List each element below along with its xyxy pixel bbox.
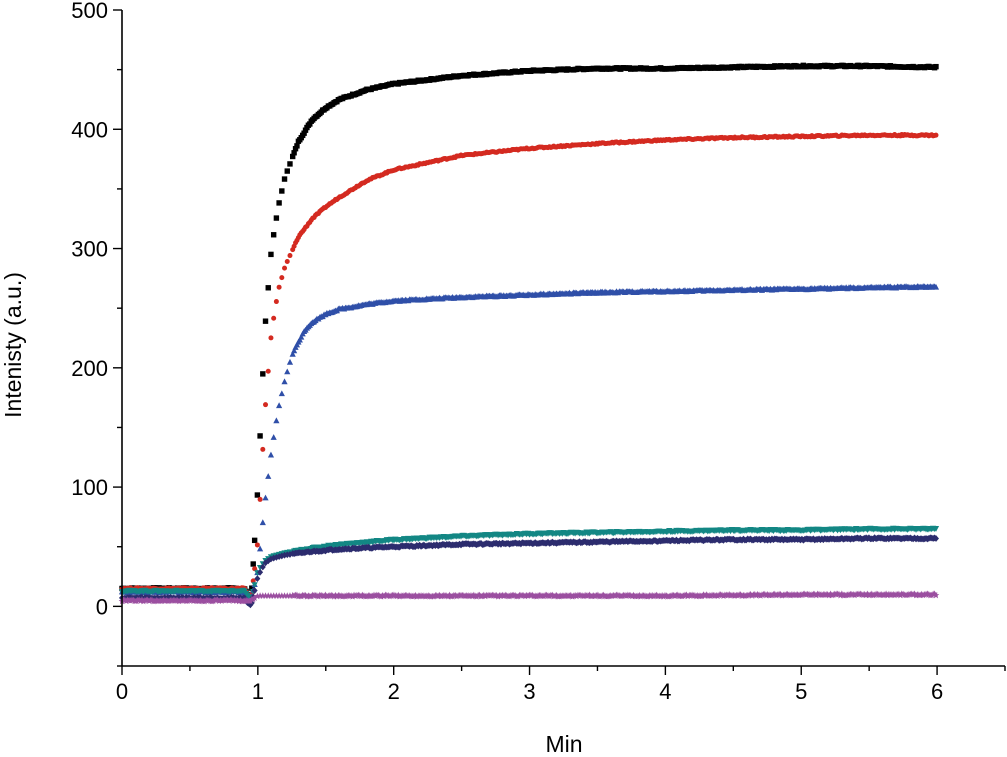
data-point [279,188,285,194]
data-point [270,434,277,440]
data-point [265,473,272,479]
data-point [268,251,274,258]
x-tick-label: 2 [388,679,400,704]
data-point [286,358,294,365]
data-point [260,446,266,452]
data-point [932,591,940,599]
data-point [259,563,266,571]
data-point [265,368,271,374]
data-point [932,283,940,290]
data-point [257,496,263,502]
data-point [267,451,275,458]
data-point [932,526,940,532]
data-point [278,390,285,397]
data-point [254,542,260,548]
data-point [932,535,939,542]
x-tick-label: 3 [523,679,535,704]
data-point [270,232,277,238]
x-axis-title: Min [545,731,582,757]
series-square [119,62,939,603]
data-point [259,519,266,526]
data-point [292,146,299,152]
data-point [256,545,264,552]
y-tick-label: 100 [71,475,108,500]
data-point [281,176,288,182]
y-axis-title: Intenisty (a.u.) [0,272,26,418]
data-point [279,275,285,281]
x-tick-label: 6 [931,679,943,704]
data-point [273,215,280,221]
data-point [291,150,297,156]
data-point [294,143,300,149]
data-point [287,161,293,167]
x-tick-label: 5 [795,679,807,704]
data-point [284,368,291,375]
data-point [273,417,280,424]
data-point [933,132,939,138]
data-point [273,299,279,305]
y-tick-label: 300 [71,237,108,262]
series-circle [119,132,939,603]
data-point [284,259,290,265]
data-point [260,371,266,377]
data-point [251,537,258,544]
x-tick-label: 1 [252,679,264,704]
data-point [276,284,282,290]
data-point [251,587,258,594]
series-triangle-up [118,283,940,602]
data-point [276,402,283,409]
data-point [933,63,939,70]
data-point [287,253,293,259]
data-point [263,402,269,408]
data-point [250,561,256,567]
data-point [281,378,288,385]
data-point [262,318,269,324]
data-point [265,285,271,291]
data-point [276,200,282,206]
data-point [268,335,274,341]
data-point [307,121,313,127]
y-tick-label: 400 [71,117,108,142]
series-diamond [119,534,939,609]
x-tick-label: 0 [116,679,128,704]
data-point [249,585,255,591]
data-point [282,265,288,271]
x-tick-label: 4 [659,679,671,704]
data-point [301,130,307,136]
data-point [257,568,264,576]
data-point [298,333,305,340]
series-star [118,590,940,605]
data-point [254,575,261,583]
data-point [251,582,258,588]
y-tick-label: 200 [71,356,108,381]
data-point [254,492,261,498]
y-tick-label: 500 [71,0,108,23]
data-point [291,347,298,354]
data-point [284,168,290,174]
y-tick-label: 0 [96,594,108,619]
data-point [257,433,263,439]
axes-layer: 0 1 2 3 4 5 6 0 100 200 300 400 500 [71,0,1006,704]
data-point [289,350,296,357]
series-layer [118,62,940,609]
data-point [271,315,277,321]
data-point [252,566,258,572]
data-point [289,153,296,160]
data-point [251,594,258,602]
data-point [262,494,269,501]
